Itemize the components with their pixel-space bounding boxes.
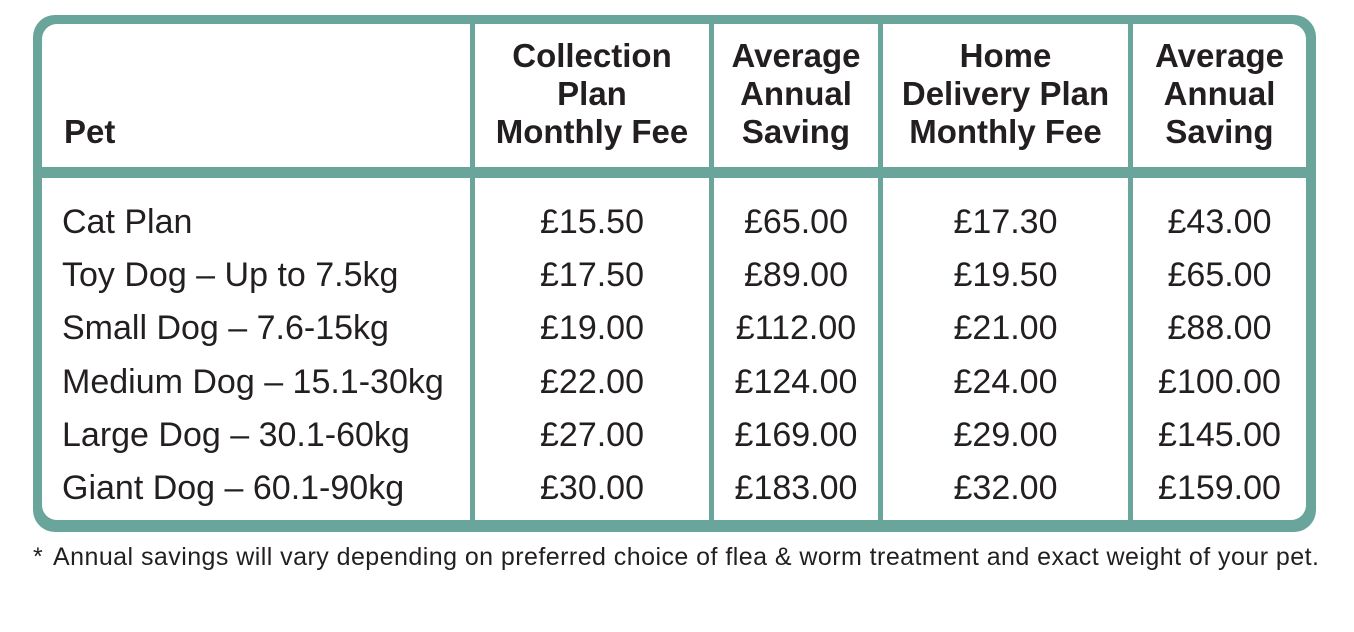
footnote-text: Annual savings will vary depending on pr… xyxy=(53,543,1320,571)
delivery-saving-value: £159.00 xyxy=(1158,468,1281,507)
header-line: Saving xyxy=(1165,113,1274,150)
pricing-table: Pet Collection Plan Monthly Fee Average … xyxy=(33,15,1316,532)
column-delivery-saving: £43.00 £65.00 £88.00 £100.00 £145.00 £15… xyxy=(1133,178,1306,520)
header-line: Monthly Fee xyxy=(495,113,689,150)
header-pet: Pet xyxy=(42,24,470,167)
collection-saving-value: £65.00 xyxy=(744,203,848,241)
header-line: Collection xyxy=(512,37,672,74)
collection-fee-value: £27.00 xyxy=(540,415,644,454)
delivery-saving-value: £100.00 xyxy=(1158,362,1281,401)
header-line: Monthly Fee xyxy=(909,113,1102,150)
column-delivery-fee: £17.30 £19.50 £21.00 £24.00 £29.00 £32.0… xyxy=(883,178,1128,520)
delivery-fee-value: £19.50 xyxy=(953,256,1058,295)
header-line: Annual xyxy=(740,75,852,112)
delivery-saving-value: £145.00 xyxy=(1158,415,1281,454)
collection-saving-value: £124.00 xyxy=(734,362,858,401)
collection-fee-value: £22.00 xyxy=(540,362,644,401)
header-line: Delivery Plan xyxy=(901,75,1110,112)
header-line: Average xyxy=(731,37,861,74)
collection-fee-value: £19.00 xyxy=(540,309,644,348)
header-collection-saving: Average Annual Saving xyxy=(714,24,878,167)
column-collection-fee: £15.50 £17.50 £19.00 £22.00 £27.00 £30.0… xyxy=(475,178,709,520)
collection-saving-value: £169.00 xyxy=(734,415,858,454)
delivery-saving-value: £43.00 xyxy=(1167,203,1272,241)
delivery-fee-value: £21.00 xyxy=(953,309,1058,348)
delivery-fee-value: £17.30 xyxy=(953,203,1058,241)
collection-saving-value: £183.00 xyxy=(734,468,858,507)
pet-name: Medium Dog – 15.1-30kg xyxy=(62,362,444,401)
header-line: Annual xyxy=(1163,75,1276,112)
header-line: Plan xyxy=(557,75,627,112)
header-line: Home xyxy=(959,37,1052,74)
header-pet-label: Pet xyxy=(64,113,116,150)
pet-name: Cat Plan xyxy=(62,203,193,241)
pet-name: Giant Dog – 60.1-90kg xyxy=(62,468,405,507)
collection-saving-value: £112.00 xyxy=(735,309,857,348)
delivery-saving-value: £65.00 xyxy=(1167,256,1272,295)
footnote: * Annual savings will vary depending on … xyxy=(33,540,1323,575)
delivery-saving-value: £88.00 xyxy=(1167,309,1272,348)
delivery-fee-value: £29.00 xyxy=(953,415,1058,454)
collection-fee-value: £15.50 xyxy=(540,203,644,241)
pet-name: Large Dog – 30.1-60kg xyxy=(62,415,410,454)
delivery-fee-value: £24.00 xyxy=(953,362,1058,401)
header-line: Saving xyxy=(741,113,851,150)
delivery-fee-value: £32.00 xyxy=(953,468,1058,507)
pet-name: Toy Dog – Up to 7.5kg xyxy=(62,256,399,295)
header-delivery-saving: Average Annual Saving xyxy=(1133,24,1306,167)
collection-saving-value: £89.00 xyxy=(744,256,848,295)
column-pet: Cat Plan Toy Dog – Up to 7.5kg Small Dog… xyxy=(42,178,470,520)
collection-fee-value: £17.50 xyxy=(540,256,644,295)
column-collection-saving: £65.00 £89.00 £112.00 £124.00 £169.00 £1… xyxy=(714,178,878,520)
collection-fee-value: £30.00 xyxy=(540,468,644,507)
pet-name: Small Dog – 7.6-15kg xyxy=(62,309,389,348)
header-line: Average xyxy=(1154,37,1285,74)
header-collection-fee: Collection Plan Monthly Fee xyxy=(475,24,709,167)
footnote-marker: * xyxy=(33,543,43,571)
header-delivery-fee: Home Delivery Plan Monthly Fee xyxy=(883,24,1128,167)
